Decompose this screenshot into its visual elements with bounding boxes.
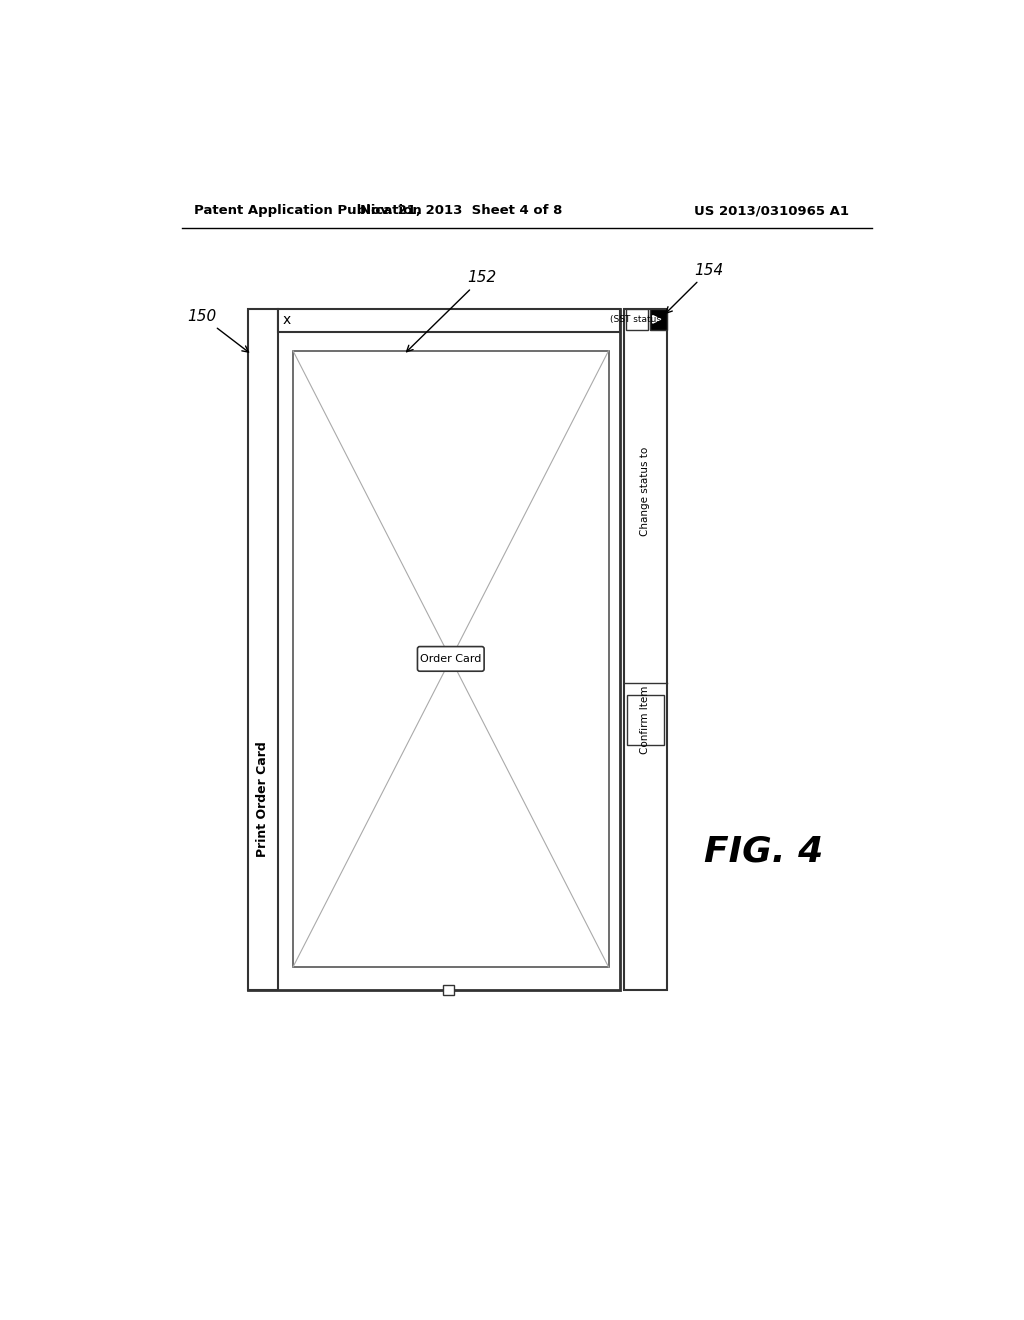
Bar <box>248 309 621 990</box>
Polygon shape <box>652 315 660 323</box>
FancyBboxPatch shape <box>418 647 484 671</box>
Text: Change status to: Change status to <box>640 447 650 536</box>
Text: x: x <box>283 313 291 327</box>
Bar <box>293 351 608 966</box>
Text: FIG. 4: FIG. 4 <box>703 834 823 869</box>
Bar <box>626 309 648 330</box>
Bar <box>627 694 664 744</box>
Bar <box>443 985 455 995</box>
Bar <box>624 309 667 990</box>
Text: Print Order Card: Print Order Card <box>256 742 269 857</box>
Text: 150: 150 <box>187 309 249 352</box>
Text: US 2013/0310965 A1: US 2013/0310965 A1 <box>693 205 849 218</box>
Text: 152: 152 <box>407 271 497 351</box>
Bar <box>649 309 667 330</box>
Text: Patent Application Publication: Patent Application Publication <box>194 205 422 218</box>
Text: (SST status): (SST status) <box>609 315 664 323</box>
Text: Order Card: Order Card <box>420 653 481 664</box>
Bar <box>278 309 621 331</box>
Text: Confirm Item: Confirm Item <box>640 685 650 754</box>
Bar <box>248 309 278 990</box>
Text: Nov. 21, 2013  Sheet 4 of 8: Nov. 21, 2013 Sheet 4 of 8 <box>360 205 562 218</box>
Text: 154: 154 <box>666 263 724 313</box>
